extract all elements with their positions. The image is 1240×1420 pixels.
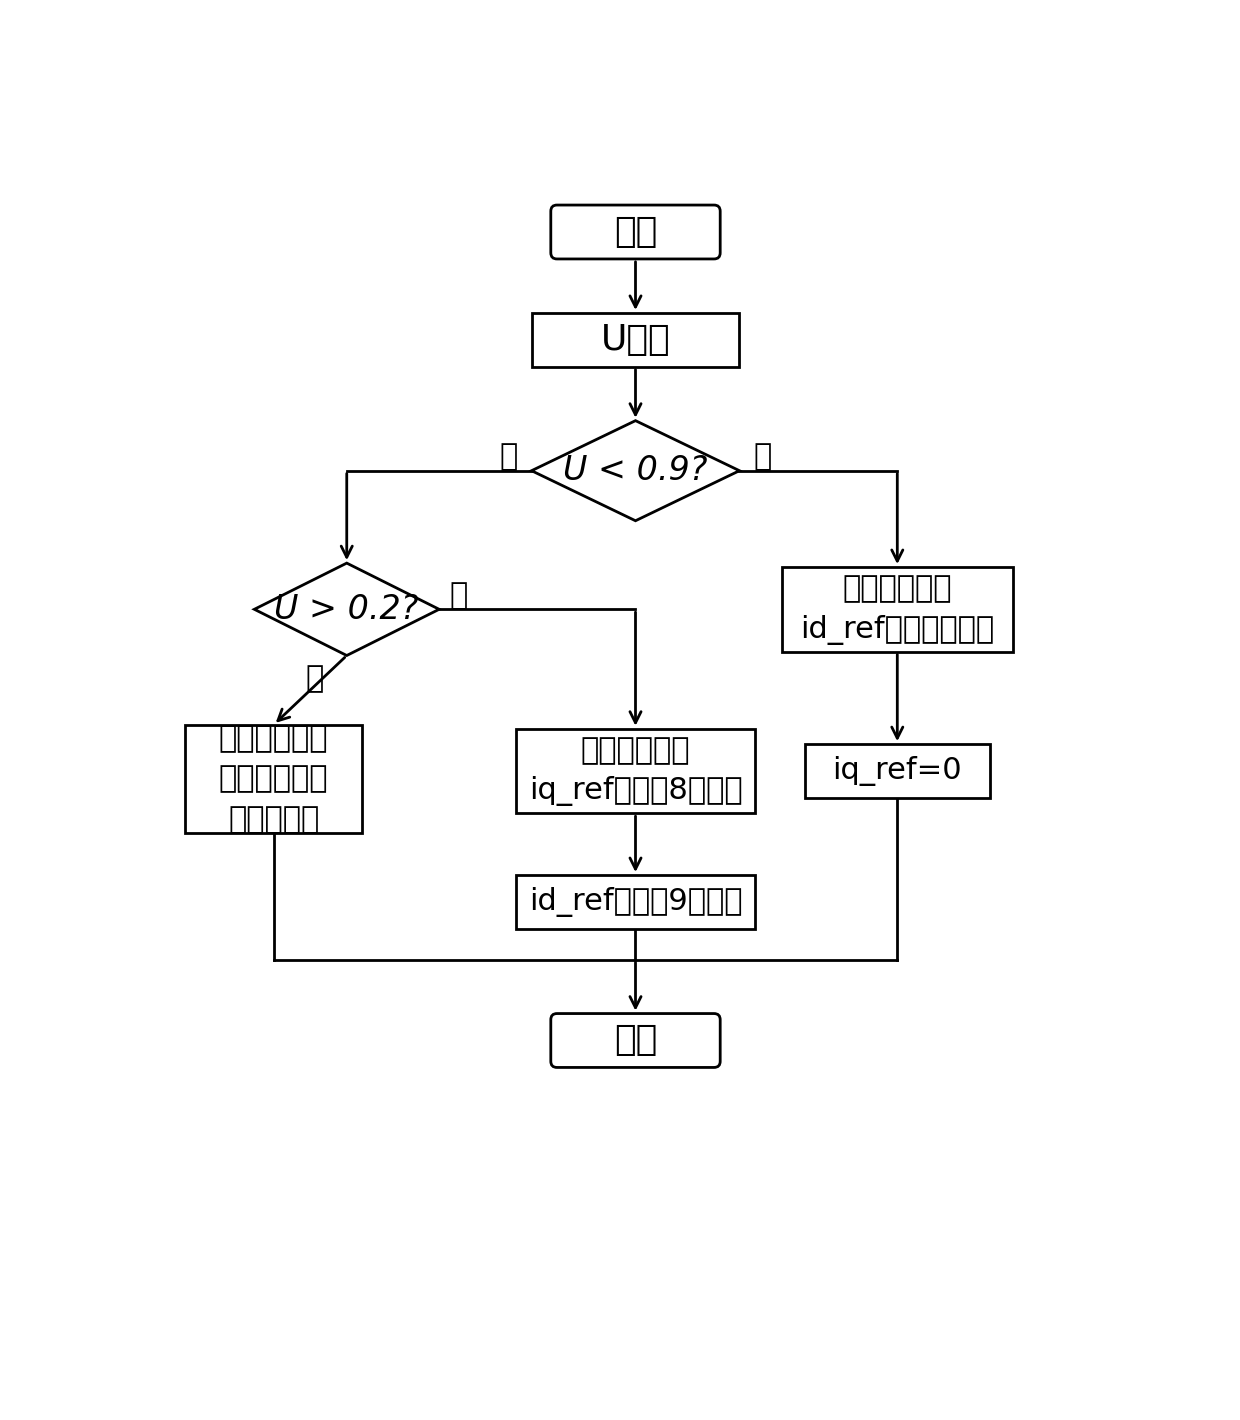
FancyBboxPatch shape <box>551 204 720 258</box>
FancyBboxPatch shape <box>551 1014 720 1068</box>
Polygon shape <box>532 420 739 521</box>
Polygon shape <box>254 564 439 656</box>
Bar <box>516 875 755 929</box>
Text: 返回: 返回 <box>614 1024 657 1058</box>
Text: 模块化多电平
电力电子变压
器孤岛运行: 模块化多电平 电力电子变压 器孤岛运行 <box>218 724 329 834</box>
Bar <box>516 728 755 814</box>
Text: 开始: 开始 <box>614 214 657 248</box>
Bar <box>185 724 362 832</box>
Text: 否: 否 <box>754 443 771 471</box>
Text: 是: 是 <box>449 581 467 611</box>
Text: 有功优先控制
id_ref取自电压外环: 有功优先控制 id_ref取自电压外环 <box>800 574 994 645</box>
Text: U采集: U采集 <box>600 322 671 356</box>
Text: 无功优先控制
iq_ref由式（8）确定: 无功优先控制 iq_ref由式（8）确定 <box>528 736 743 807</box>
Text: U < 0.9?: U < 0.9? <box>563 454 708 487</box>
Bar <box>805 744 990 798</box>
Text: 否: 否 <box>305 665 324 693</box>
Text: 是: 是 <box>500 443 517 471</box>
Bar <box>532 312 739 366</box>
Bar <box>781 567 1013 652</box>
Text: id_ref由式（9）确定: id_ref由式（9）确定 <box>528 888 743 917</box>
Text: U > 0.2?: U > 0.2? <box>274 592 419 626</box>
Text: iq_ref=0: iq_ref=0 <box>832 755 962 787</box>
